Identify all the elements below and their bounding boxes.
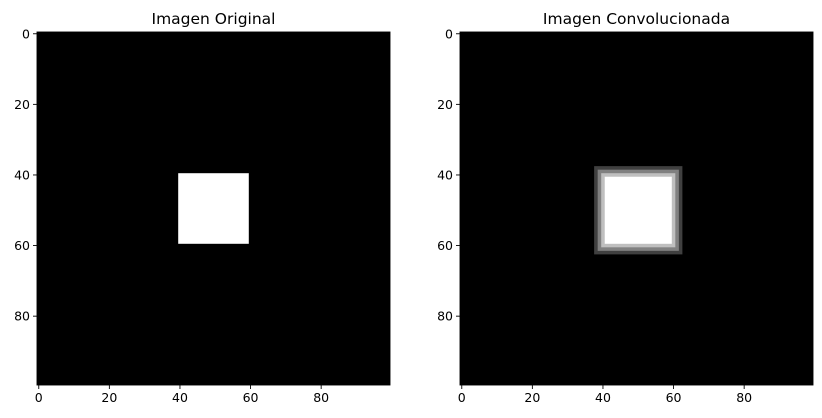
white-square xyxy=(604,176,672,244)
x-tick-label: 80 xyxy=(736,390,752,405)
convolved-image-panel: Imagen Convolucionada 0 20 40 60 80 0 20 40 60 8… xyxy=(437,10,814,405)
y-tick-label: 20 xyxy=(437,97,453,112)
y-axis: 0 20 40 60 80 xyxy=(14,26,37,324)
x-tick-label: 20 xyxy=(524,390,540,405)
y-tick-label: 20 xyxy=(14,97,30,112)
y-tick-label: 80 xyxy=(14,309,30,324)
x-tick-label: 20 xyxy=(101,390,117,405)
x-tick-label: 0 xyxy=(35,390,43,405)
x-tick-label: 40 xyxy=(595,390,611,405)
y-axis: 0 20 40 60 80 xyxy=(437,26,460,324)
white-square xyxy=(178,173,249,244)
y-tick-label: 0 xyxy=(445,26,453,41)
axes-frame xyxy=(459,31,814,386)
x-tick-label: 60 xyxy=(243,390,259,405)
y-tick-label: 60 xyxy=(14,238,30,253)
x-axis: 0 20 40 60 80 xyxy=(35,385,329,405)
image-area xyxy=(459,31,814,386)
y-tick-label: 60 xyxy=(437,238,453,253)
chart-title: Imagen Original xyxy=(152,10,276,28)
chart-title: Imagen Convolucionada xyxy=(543,10,730,28)
x-tick-label: 0 xyxy=(458,390,466,405)
y-tick-label: 0 xyxy=(22,26,30,41)
x-tick-label: 60 xyxy=(666,390,682,405)
y-tick-label: 80 xyxy=(437,309,453,324)
x-tick-label: 80 xyxy=(313,390,329,405)
y-tick-label: 40 xyxy=(14,167,30,182)
axes-frame xyxy=(36,31,391,386)
original-image-panel: Imagen Original 0 20 40 60 80 0 20 40 60 80 xyxy=(14,10,391,405)
image-area xyxy=(36,31,391,386)
x-tick-label: 40 xyxy=(172,390,188,405)
x-axis: 0 20 40 60 80 xyxy=(458,385,752,405)
y-tick-label: 40 xyxy=(437,167,453,182)
